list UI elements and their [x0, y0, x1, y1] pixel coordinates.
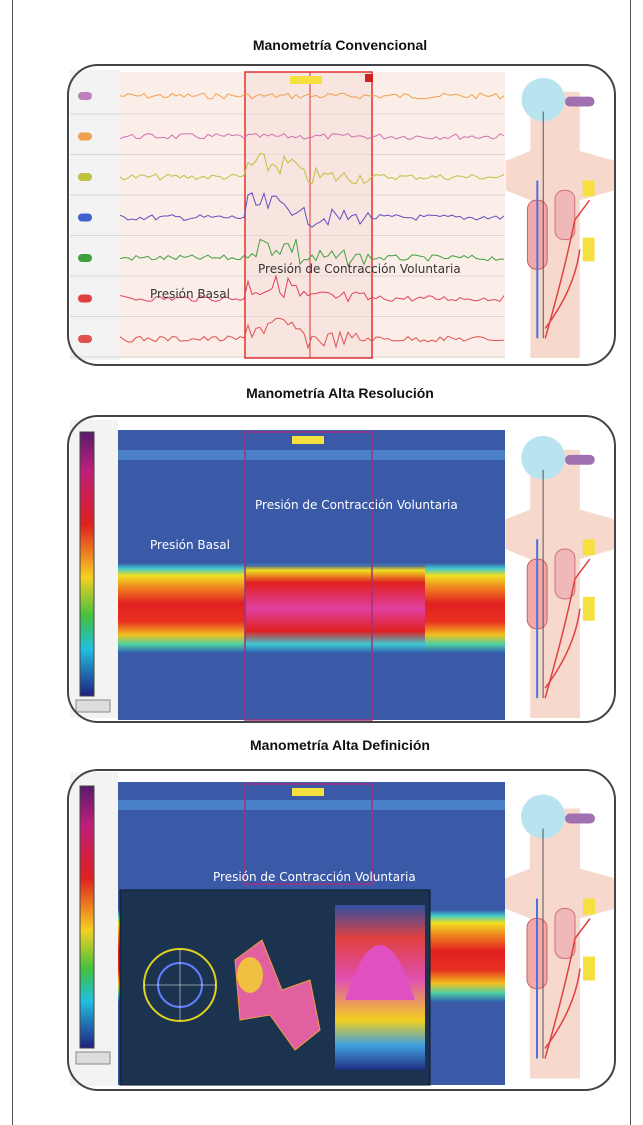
channel-chip — [78, 214, 92, 222]
annotation: Presión de Contracción Voluntaria — [255, 498, 458, 512]
close-tag — [365, 74, 373, 82]
body: Manometría Convencional Presión de Contr… — [0, 0, 643, 1125]
3d-inset — [120, 890, 430, 1085]
contraction-band — [245, 565, 425, 653]
high-definition-panel: Presión de Contracción Voluntaria — [68, 770, 615, 1090]
time-tag — [290, 76, 322, 84]
anatomy-diagram — [506, 72, 614, 358]
annotation: Presión de Contracción Voluntaria — [213, 870, 416, 884]
channel-chip — [78, 173, 92, 181]
heatmap-strip — [118, 800, 505, 810]
colorbar — [80, 432, 94, 696]
colorbar — [80, 786, 94, 1048]
channel-chip — [78, 295, 92, 303]
conventional-panel: Presión de Contracción Voluntaria Presió… — [68, 65, 615, 365]
channel-chip — [78, 133, 92, 141]
panel-title: Manometría Convencional — [253, 37, 427, 53]
heatmap-strip — [118, 450, 505, 460]
panel-title: Manometría Alta Definición — [250, 737, 430, 753]
channel-chip — [78, 254, 92, 262]
anatomy-diagram — [505, 789, 615, 1079]
anatomy-diagram — [505, 430, 614, 718]
time-tag — [292, 788, 324, 796]
annotation: Presión Basal — [150, 287, 230, 301]
range-button — [76, 1052, 110, 1064]
annotation: Presión Basal — [150, 538, 230, 552]
range-button — [76, 700, 110, 712]
figure: Manometría Convencional Presión de Contr… — [0, 0, 643, 1125]
page: Manometría {"panels": [ {"title": "Manom… — [0, 0, 643, 1125]
channel-chip — [78, 92, 92, 100]
time-tag — [292, 436, 324, 444]
high-resolution-panel: Presión de Contracción Voluntaria Presió… — [68, 416, 615, 722]
annotation: Presión de Contracción Voluntaria — [258, 262, 461, 276]
3d-sphincter-end — [237, 957, 263, 993]
panel-title: Manometría Alta Resolución — [246, 385, 434, 401]
channel-chip — [78, 335, 92, 343]
